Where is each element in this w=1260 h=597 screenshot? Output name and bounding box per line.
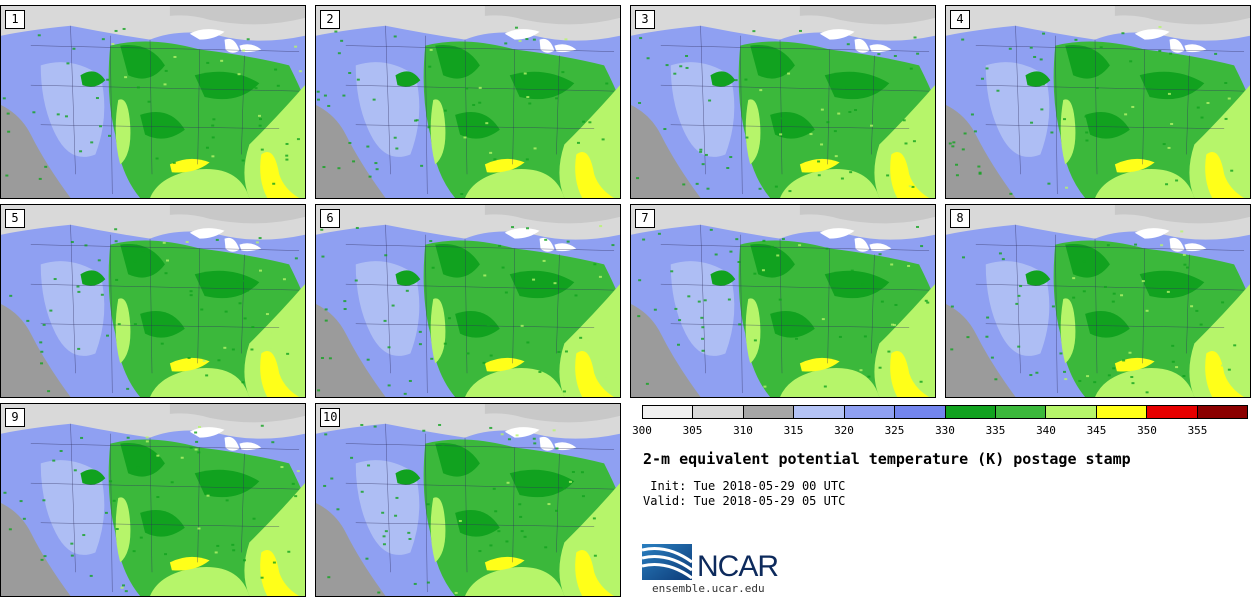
member-map-6: 6 <box>315 204 621 398</box>
colorbar-swatch <box>742 406 794 418</box>
colorbar-swatch <box>1146 406 1197 418</box>
colorbar-swatch <box>894 406 945 418</box>
member-map-8: 8 <box>945 204 1251 398</box>
colorbar-tick-label: 335 <box>985 424 1006 437</box>
member-label: 9 <box>5 408 25 427</box>
member-map-4: 4 <box>945 5 1251 199</box>
colorbar-tick-label: 300 <box>632 424 652 437</box>
colorbar-tick-label: 310 <box>733 424 753 437</box>
init-time: Init: Tue 2018-05-29 00 UTC <box>643 479 846 493</box>
member-label: 1 <box>5 10 25 29</box>
member-map-2: 2 <box>315 5 621 199</box>
member-label: 8 <box>950 209 970 228</box>
member-label: 6 <box>320 209 340 228</box>
member-label: 4 <box>950 10 970 29</box>
colorbar-swatch <box>1095 406 1147 418</box>
site-url: ensemble.ucar.edu <box>652 582 765 595</box>
colorbar-tick-label: 355 <box>1187 424 1208 437</box>
member-map-5: 5 <box>0 204 306 398</box>
member-map-7: 7 <box>630 204 936 398</box>
colorbar-tick-label: 330 <box>935 424 955 437</box>
colorbar-swatch <box>643 406 693 418</box>
colorbar-swatch <box>843 406 895 418</box>
colorbar-tick-label: 345 <box>1086 424 1107 437</box>
colorbar-tick-label: 350 <box>1137 424 1157 437</box>
colorbar-tick-label: 315 <box>783 424 804 437</box>
member-label: 5 <box>5 209 25 228</box>
colorbar-swatch <box>944 406 995 418</box>
member-label: 3 <box>635 10 655 29</box>
colorbar-tick-label: 320 <box>834 424 854 437</box>
valid-time: Valid: Tue 2018-05-29 05 UTC <box>643 494 846 508</box>
member-label: 10 <box>320 408 341 427</box>
colorbar-swatch <box>793 406 844 418</box>
colorbar-tick-label: 305 <box>682 424 703 437</box>
member-map-9: 9 <box>0 403 306 597</box>
colorbar-swatch <box>1196 406 1248 418</box>
member-label: 2 <box>320 10 340 29</box>
figure-title: 2-m equivalent potential temperature (K)… <box>643 450 1131 468</box>
member-map-3: 3 <box>630 5 936 199</box>
logo-text: NCAR <box>697 550 779 583</box>
colorbar-swatch <box>994 406 1046 418</box>
colorbar-tick-label: 325 <box>884 424 905 437</box>
colorbar-swatch <box>1045 406 1096 418</box>
member-map-1: 1 <box>0 5 306 199</box>
colorbar-swatch <box>692 406 743 418</box>
ncar-logo-icon <box>642 544 693 580</box>
colorbar-tick-label: 340 <box>1036 424 1056 437</box>
member-map-10: 10 <box>315 403 621 597</box>
colorbar <box>642 405 1248 419</box>
member-label: 7 <box>635 209 655 228</box>
